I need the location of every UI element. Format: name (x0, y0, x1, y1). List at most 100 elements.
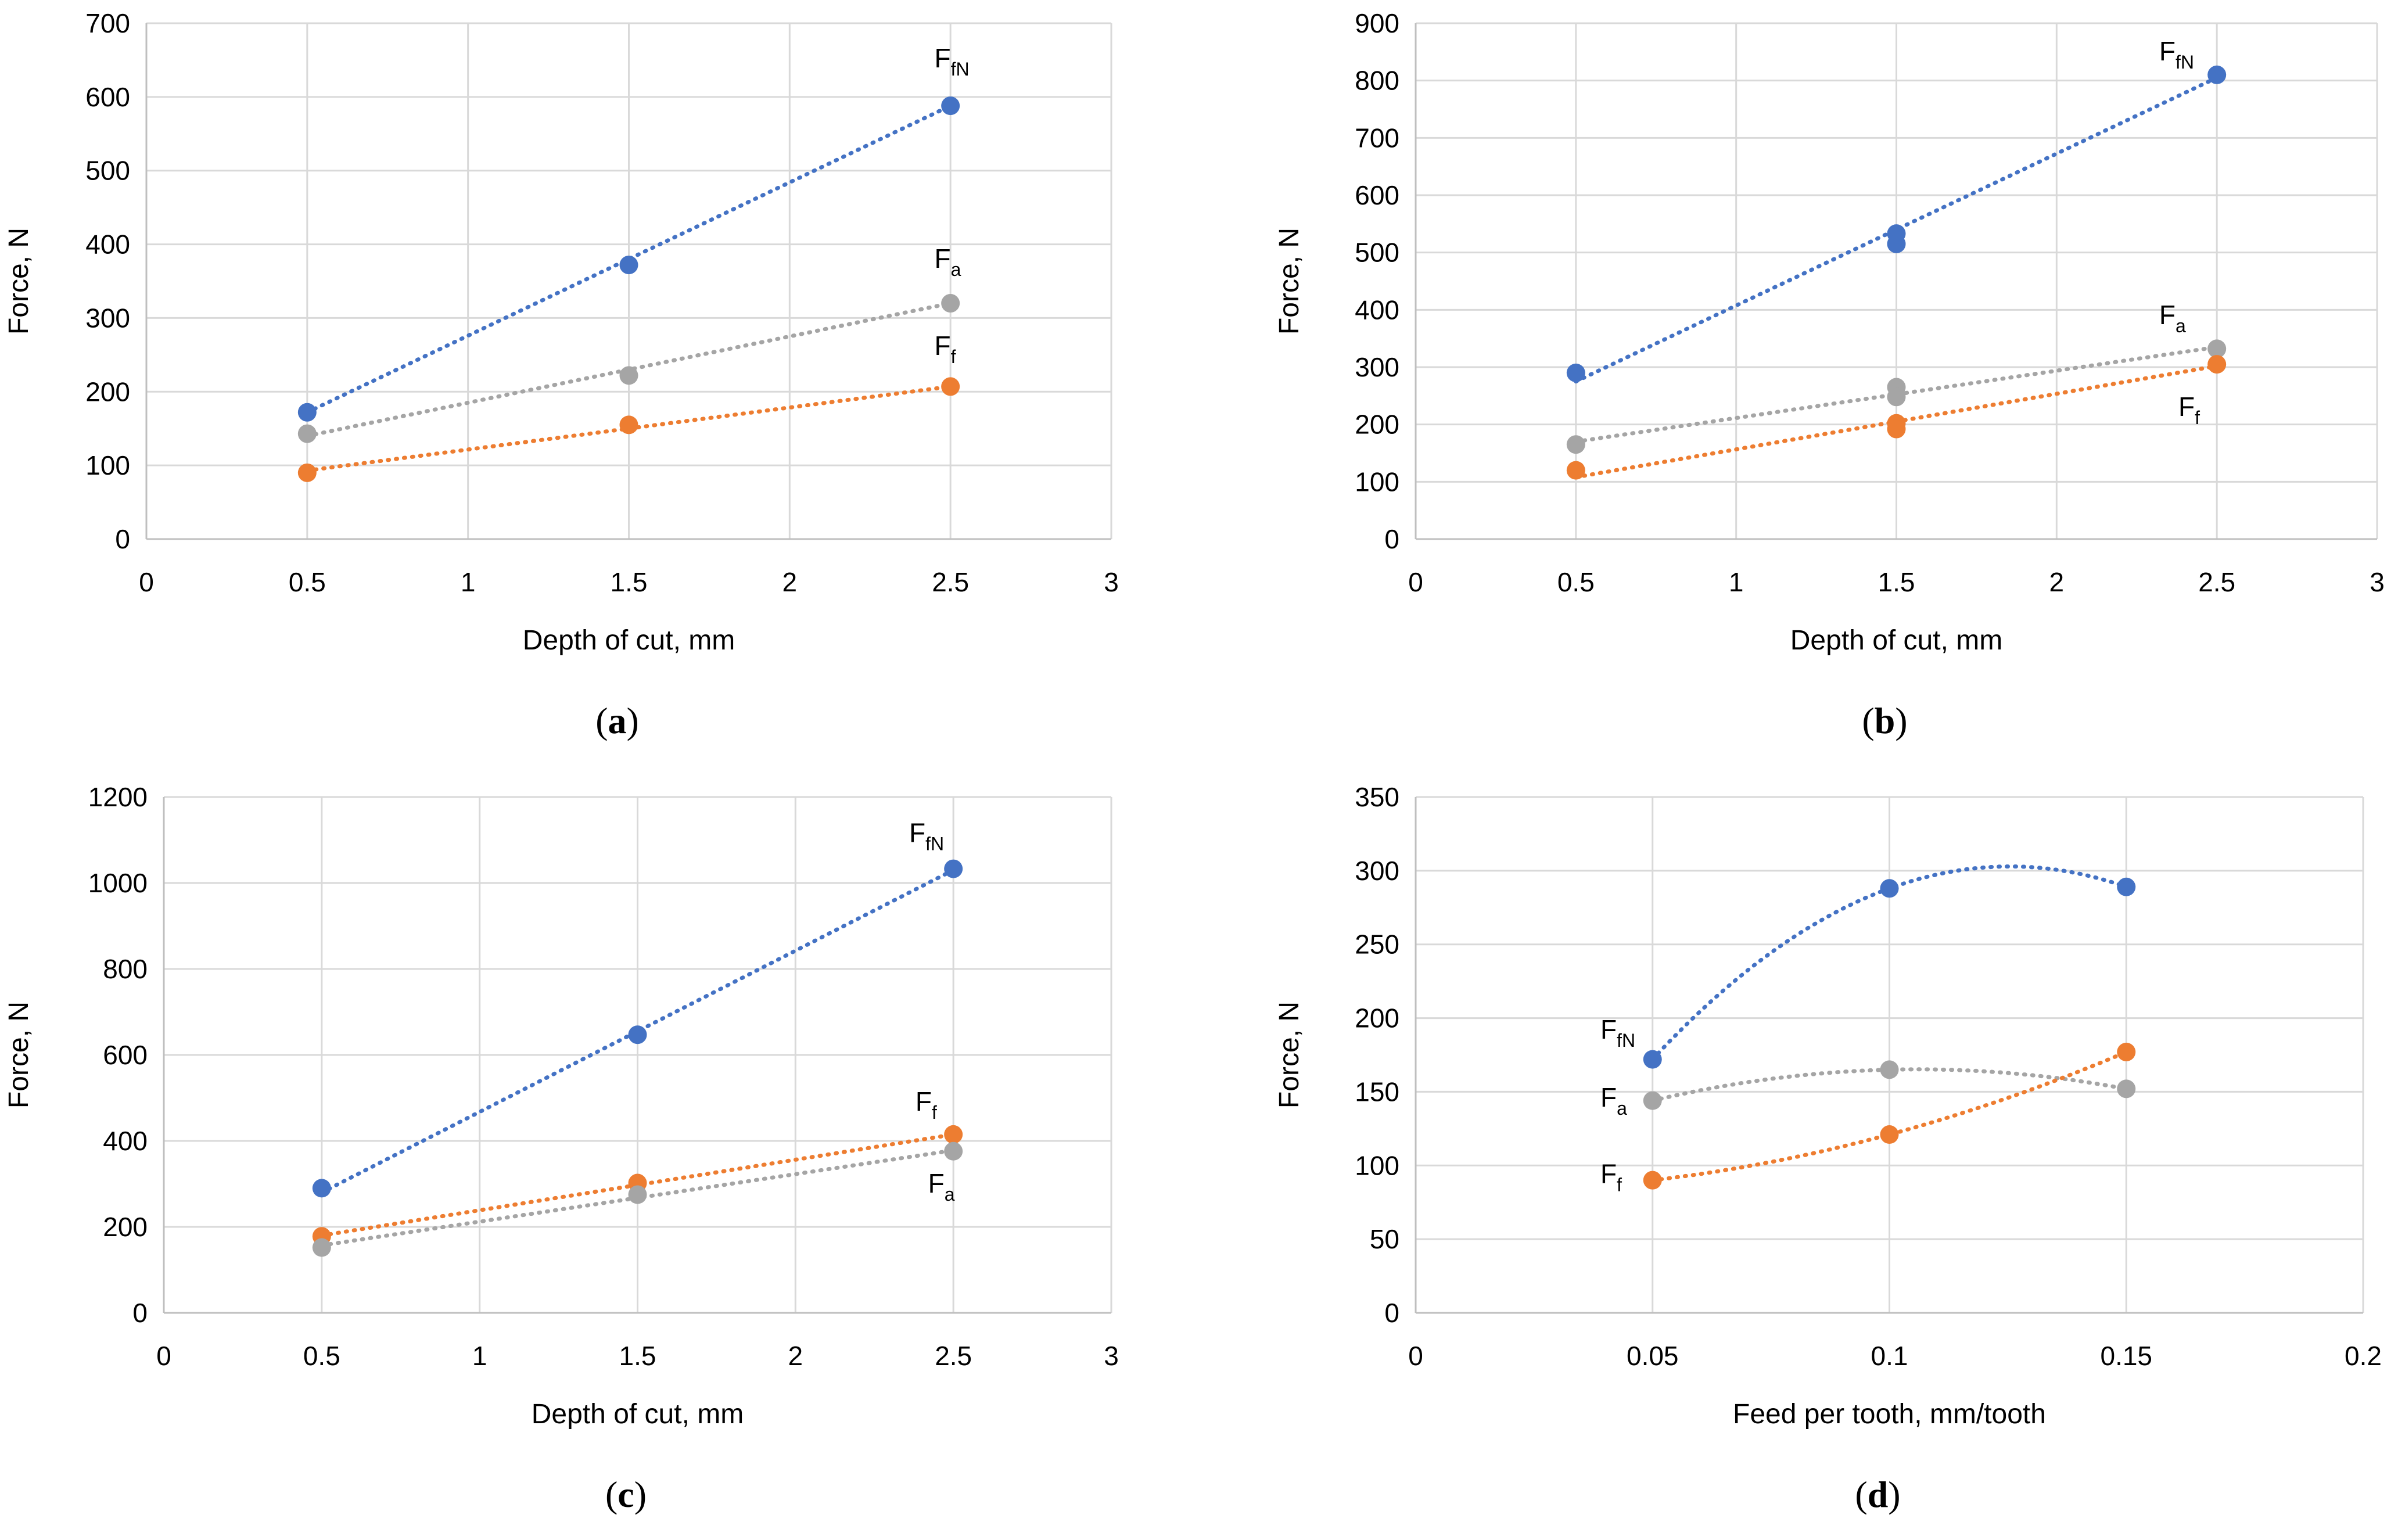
data-point-Fa (1880, 1060, 1899, 1079)
y-tick-label: 200 (1355, 1003, 1399, 1033)
series-label-main: F (1600, 1159, 1617, 1189)
data-point-Ff (297, 463, 317, 482)
series-Ff: Ff (312, 1086, 963, 1246)
series-label-Ff: Ff (2178, 392, 2200, 428)
data-point-Ff (1887, 419, 1906, 439)
y-axis-title: Force, N (1274, 228, 1305, 335)
series-label-sub: a (945, 1184, 955, 1205)
series-label-main: F (928, 1168, 945, 1198)
chart-panel-d: 0 50 100 150 200 250 300 350 0 0.05 0.1 0.15 0.2 Feed… (1274, 782, 2382, 1515)
data-point-Ff (1566, 461, 1585, 480)
data-point-Fa (312, 1238, 331, 1257)
series-label-Ff: Ff (1600, 1159, 1622, 1196)
data-point-Fa (628, 1185, 647, 1204)
data-point-Fa (619, 366, 638, 385)
y-tick-label: 150 (1355, 1076, 1399, 1107)
series-Fa: Fa (312, 1141, 963, 1257)
data-point-Fa (1566, 435, 1585, 454)
y-tick-label: 200 (85, 376, 130, 407)
data-point-Fa (2117, 1079, 2136, 1099)
y-tick-label: 0 (1384, 1298, 1399, 1328)
series-Fa: Fa (1600, 1060, 2136, 1119)
y-tick-label: 900 (1355, 8, 1399, 38)
chart-panel-c: 0 200 400 600 800 1000 1200 0 0.5 1 1.5 2 2.5 3 Depth … (3, 782, 1119, 1515)
x-tick-label: 0 (1408, 1341, 1423, 1371)
x-tick-label: 0.15 (2100, 1341, 2152, 1371)
series-label-sub: f (951, 346, 956, 367)
data-point-FfN (1566, 363, 1585, 382)
caption-paren-close: ) (634, 1474, 647, 1515)
x-tick-label: 0 (1408, 567, 1423, 597)
x-tick-label: 1 (472, 1341, 487, 1371)
series-label-main: F (934, 243, 950, 274)
series-label-main: F (2178, 392, 2195, 422)
series-label-FfN: FfN (909, 818, 944, 855)
caption-paren-close: ) (627, 700, 639, 741)
series-Ff: Ff (297, 331, 960, 482)
x-tick-label: 1.5 (611, 567, 648, 597)
series-label-Fa: Fa (2159, 300, 2186, 336)
series-label-main: F (2159, 300, 2176, 330)
data-point-FfN (2117, 877, 2136, 896)
data-point-FfN (619, 256, 638, 275)
y-tick-label: 100 (85, 450, 130, 480)
y-tick-label: 250 (1355, 929, 1399, 960)
x-tick-label: 3 (1104, 1341, 1119, 1371)
series-label-Fa: Fa (934, 243, 961, 280)
y-tick-label: 700 (85, 8, 130, 38)
x-axis-title: Feed per tooth, mm/tooth (1733, 1399, 2046, 1430)
data-point-Fa (2207, 339, 2227, 358)
data-point-FfN (1643, 1050, 1662, 1069)
panel-caption: (c) (605, 1474, 647, 1515)
data-point-Ff (619, 415, 638, 435)
y-tick-label: 100 (1355, 1150, 1399, 1180)
series-label-Fa: Fa (928, 1168, 955, 1205)
series-label-main: F (934, 331, 950, 361)
caption-letter: a (608, 700, 627, 741)
caption-paren-close: ) (1895, 700, 1907, 741)
series-Ff: Ff (1600, 1042, 2136, 1196)
series-label-main: F (934, 43, 950, 73)
series-label-main: F (916, 1086, 932, 1117)
y-axis-title: Force, N (1274, 1001, 1305, 1108)
caption-paren-open: ( (605, 1474, 618, 1515)
y-tick-label: 800 (103, 954, 148, 984)
y-tick-label: 300 (1355, 856, 1399, 886)
x-tick-label: 0 (156, 1341, 171, 1371)
series-FfN: FfN (312, 818, 963, 1198)
data-point-FfN (312, 1179, 331, 1198)
y-tick-label: 500 (1355, 238, 1399, 268)
x-tick-label: 0.05 (1627, 1341, 1679, 1371)
x-tick-label: 0.5 (1557, 567, 1595, 597)
data-point-FfN (1880, 879, 1899, 898)
y-tick-label: 500 (85, 156, 130, 186)
series-label-sub: fN (951, 59, 970, 80)
x-tick-label: 2 (782, 567, 798, 597)
caption-letter: c (618, 1474, 634, 1515)
series-FfN: FfN (297, 43, 970, 422)
chart-panel-b: 0 100 200 300 400 500 600 700 800 900 0 0.5 1 1.5 2 2.5… (1274, 8, 2385, 741)
y-tick-label: 350 (1355, 782, 1399, 812)
y-tick-label: 0 (1384, 524, 1399, 554)
x-tick-label: 0 (139, 567, 154, 597)
y-tick-label: 1200 (88, 782, 148, 812)
caption-paren-open: ( (1855, 1474, 1867, 1515)
x-tick-label: 1.5 (1878, 567, 1915, 597)
series-label-sub: fN (1617, 1030, 1635, 1051)
trendline-Fa (1650, 1067, 2128, 1103)
series-label-main: F (1600, 1014, 1617, 1044)
x-tick-label: 2.5 (2198, 567, 2235, 597)
x-tick-label: 1 (461, 567, 476, 597)
series-label-sub: fN (2176, 52, 2194, 73)
data-point-Ff (2207, 355, 2227, 374)
series-Ff: Ff (1566, 355, 2227, 480)
y-tick-label: 300 (1355, 352, 1399, 382)
data-point-Ff (944, 1125, 963, 1144)
series-label-sub: f (932, 1102, 937, 1123)
series-label-sub: fN (925, 834, 944, 855)
y-tick-label: 1000 (88, 868, 148, 898)
y-tick-label: 50 (1370, 1224, 1399, 1254)
y-tick-label: 400 (1355, 295, 1399, 325)
data-point-FfN (2207, 65, 2227, 84)
